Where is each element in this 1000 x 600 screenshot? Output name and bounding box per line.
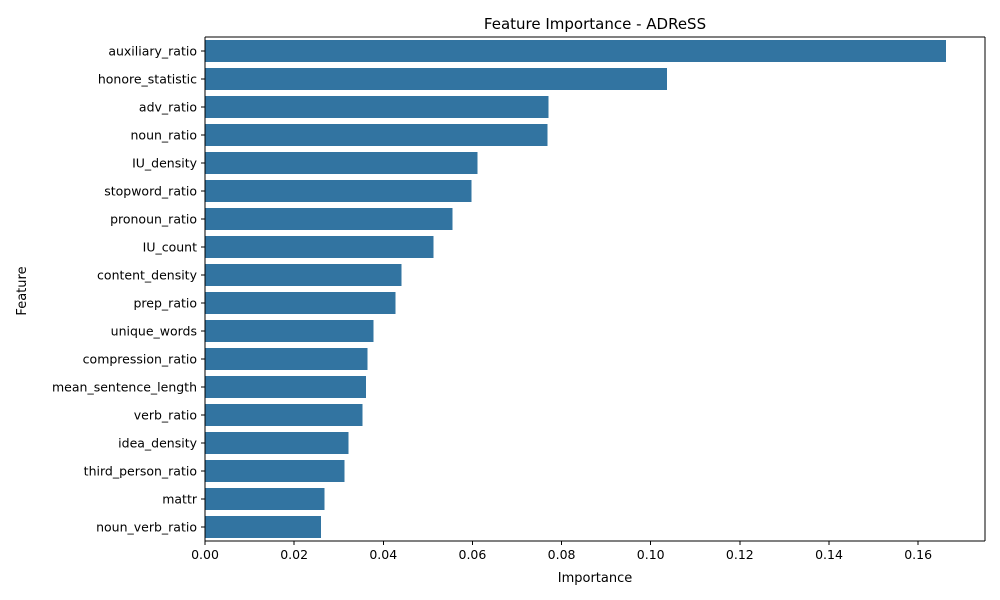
y-tick-label: prep_ratio	[134, 296, 198, 311]
y-tick-label: stopword_ratio	[104, 184, 197, 199]
x-tick-label: 0.08	[548, 547, 576, 562]
y-tick-label: noun_verb_ratio	[96, 520, 197, 535]
x-tick-label: 0.00	[191, 547, 219, 562]
bar-auxiliary_ratio	[205, 39, 947, 63]
bar-unique_words	[205, 319, 374, 343]
x-tick-label: 0.14	[815, 547, 843, 562]
x-tick-label: 0.02	[280, 547, 308, 562]
y-tick-label: compression_ratio	[83, 352, 197, 367]
bar-honore_statistic	[205, 67, 668, 91]
bar-mean_sentence_length	[205, 375, 366, 399]
y-tick-label: auxiliary_ratio	[108, 44, 197, 59]
bar-content_density	[205, 263, 402, 287]
bar-IU_count	[205, 235, 434, 259]
y-tick-label: mattr	[162, 492, 198, 507]
bar-noun_ratio	[205, 123, 548, 147]
bar-stopword_ratio	[205, 179, 472, 203]
y-axis-ticks: auxiliary_ratio honore_statistic adv_ratio…	[52, 44, 205, 535]
bar-noun_verb_ratio	[205, 515, 321, 539]
y-tick-label: verb_ratio	[134, 408, 197, 423]
y-tick-label: third_person_ratio	[84, 464, 197, 479]
bar-third_person_ratio	[205, 459, 345, 483]
y-tick-label: mean_sentence_length	[52, 380, 197, 395]
x-tick-label: 0.16	[904, 547, 932, 562]
bar-pronoun_ratio	[205, 207, 453, 231]
y-tick-label: idea_density	[118, 436, 197, 451]
x-tick-label: 0.06	[459, 547, 487, 562]
x-tick-label: 0.12	[726, 547, 754, 562]
bar-compression_ratio	[205, 347, 368, 371]
y-tick-label: unique_words	[111, 324, 197, 339]
y-tick-label: noun_ratio	[131, 128, 198, 143]
y-tick-label: content_density	[97, 268, 198, 283]
y-tick-label: honore_statistic	[98, 72, 197, 87]
bars-group	[205, 39, 947, 539]
x-axis-label: Importance	[558, 571, 633, 586]
x-tick-label: 0.10	[637, 547, 665, 562]
y-tick-label: IU_count	[143, 240, 197, 255]
bar-idea_density	[205, 431, 349, 455]
chart-title: Feature Importance - ADReSS	[484, 15, 706, 33]
x-tick-label: 0.04	[369, 547, 397, 562]
bar-adv_ratio	[205, 95, 549, 119]
bar-prep_ratio	[205, 291, 396, 315]
y-tick-label: adv_ratio	[139, 100, 197, 115]
y-tick-label: IU_density	[132, 156, 198, 171]
y-tick-label: pronoun_ratio	[110, 212, 197, 227]
bar-IU_density	[205, 151, 478, 175]
axes	[204, 36, 986, 542]
bar-mattr	[205, 487, 325, 511]
bar-verb_ratio	[205, 403, 363, 427]
x-axis-ticks: 0.00 0.02 0.04 0.06 0.08 0.10 0.12 0.14 0.16	[191, 541, 932, 562]
y-axis-label: Feature	[15, 266, 30, 315]
